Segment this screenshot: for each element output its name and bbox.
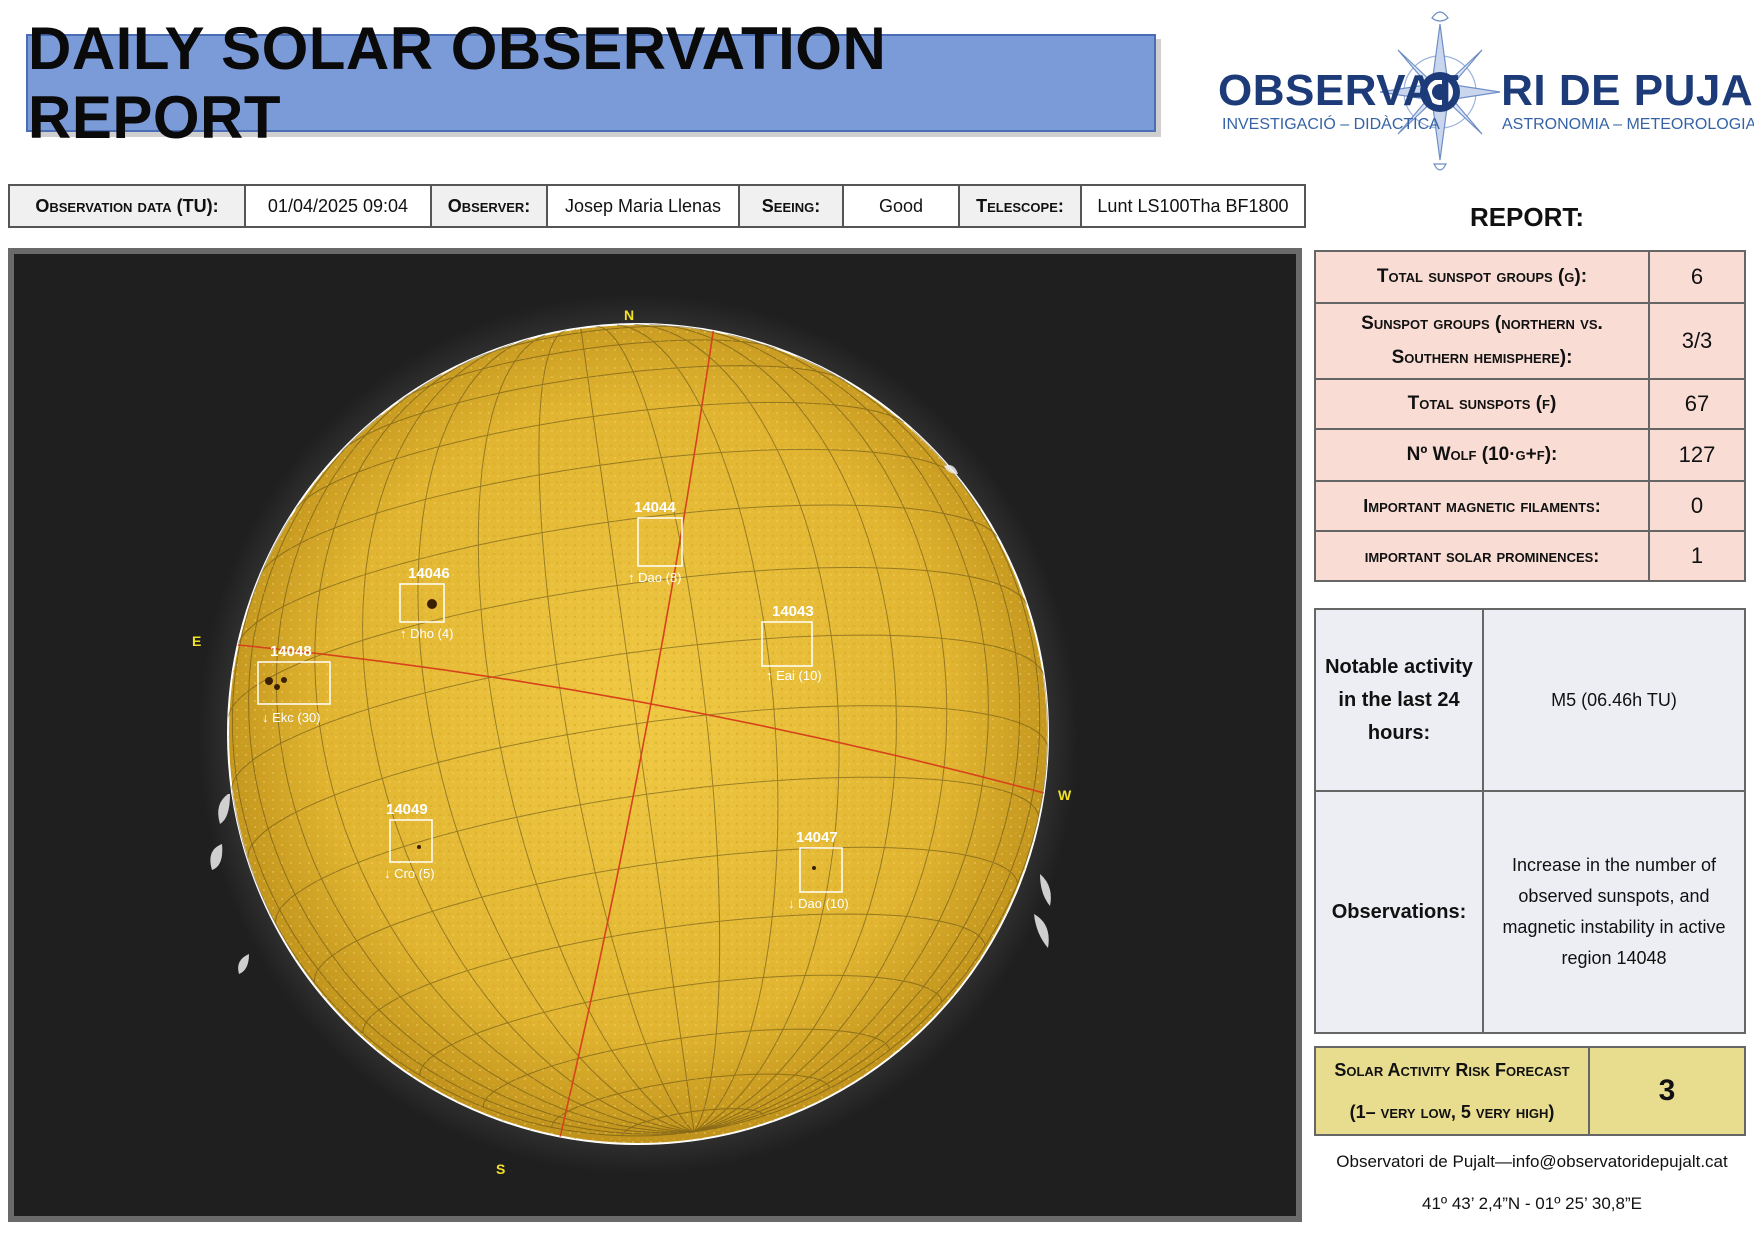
table-row: Notable activity in the last 24 hours: M… [1314, 608, 1746, 792]
title-banner: DAILY SOLAR OBSERVATION REPORT [26, 15, 1156, 151]
observations-table: Notable activity in the last 24 hours: M… [1314, 608, 1746, 1034]
risk-label-scale: (1– very low, 5 very high) [1349, 1102, 1555, 1122]
longitude-gridline [275, 373, 695, 1133]
table-row: Total sunspot groups (g): 6 [1314, 250, 1746, 304]
risk-value: 3 [1588, 1046, 1746, 1136]
footer-contact: Observatori de Pujalt—info@observatoride… [1336, 1152, 1728, 1171]
longitude-gridline [694, 676, 1048, 1133]
report-label: Sunspot groups (northern vs. Southern he… [1314, 302, 1650, 380]
risk-label: Solar Activity Risk Forecast (1– very lo… [1314, 1046, 1590, 1136]
region-number: 14049 [386, 801, 428, 818]
longitude-gridline [477, 334, 695, 1133]
logo-subtitle: INVESTIGACIÓ – DIDÀCTICA ASTRONOMIA – ME… [1222, 116, 1754, 133]
solar-image: 14046 14044 14043 14048 14049 14047 ↑ Dh… [14, 254, 1296, 1216]
longitude-gridline [231, 791, 695, 1137]
activity-value: M5 (06.46h TU) [1482, 608, 1746, 792]
region-classification: ↓ Ekc (30) [262, 710, 321, 725]
table-row: Observations: Increase in the number of … [1314, 790, 1746, 1034]
report-value: 6 [1648, 250, 1746, 304]
report-label: Important magnetic filaments: [1314, 480, 1650, 532]
date-value: 01/04/2025 09:04 [244, 184, 432, 228]
cardinal-south: S [496, 1161, 505, 1177]
risk-label-title: Solar Activity Risk Forecast [1334, 1060, 1570, 1080]
solar-image-panel: 14046 14044 14043 14048 14049 14047 ↑ Dh… [8, 248, 1302, 1222]
region-classification: ↓ Cro (5) [384, 866, 435, 881]
seeing-label: Seeing: [738, 184, 844, 228]
region-number: 14048 [270, 643, 312, 660]
table-row: important solar prominences: 1 [1314, 530, 1746, 582]
report-label: Total sunspots (f) [1314, 378, 1650, 430]
table-row: Total sunspots (f) 67 [1314, 378, 1746, 430]
table-row: Solar Activity Risk Forecast (1– very lo… [1314, 1046, 1746, 1136]
observations-label: Observations: [1314, 790, 1484, 1034]
region-classification: ↑ Dao (8) [628, 570, 681, 585]
report-label: important solar prominences: [1314, 530, 1650, 582]
cardinal-east: E [192, 633, 201, 649]
report-value: 0 [1648, 480, 1746, 532]
longitude-gridline [362, 342, 695, 1133]
table-row: Nº Wolf (10·g+f): 127 [1314, 428, 1746, 482]
cardinal-north: N [624, 307, 634, 323]
table-row: Important magnetic filaments: 0 [1314, 480, 1746, 532]
region-number: 14044 [634, 499, 676, 516]
compass-star-icon [1379, 11, 1501, 171]
seeing-value: Good [842, 184, 960, 228]
telescope-value: Lunt LS100Tha BF1800 [1080, 184, 1306, 228]
report-label: Nº Wolf (10·g+f): [1314, 428, 1650, 482]
region-classification: ↑ Dho (4) [400, 626, 453, 641]
footer: Observatori de Pujalt—info@observatoride… [1312, 1152, 1752, 1236]
report-value: 127 [1648, 428, 1746, 482]
table-row: Sunspot groups (northern vs. Southern he… [1314, 302, 1746, 380]
longitude-gridline [678, 325, 948, 1133]
longitude-gridline [538, 329, 695, 1133]
longitude-gridline [633, 324, 840, 1133]
longitude-gridline [595, 325, 721, 1133]
longitude-gridline [417, 338, 695, 1133]
cardinal-west: W [1058, 787, 1072, 803]
central-meridian [558, 325, 715, 1143]
activity-label: Notable activity in the last 24 hours: [1314, 608, 1484, 792]
observations-value: Increase in the number of observed sunsp… [1482, 790, 1746, 1034]
region-number: 14043 [772, 603, 814, 620]
longitude-gridline [580, 327, 695, 1132]
date-label: Observation data (TU): [8, 184, 246, 228]
observation-info-bar: Observation data (TU): 01/04/2025 09:04 … [8, 184, 1306, 228]
longitude-gridline [694, 428, 1041, 1133]
footer-coordinates: 41º 43’ 2,4”N - 01º 25’ 30,8”E [1421, 1194, 1642, 1213]
longitude-gridline [231, 516, 695, 1135]
report-value: 1 [1648, 530, 1746, 582]
risk-forecast-table: Solar Activity Risk Forecast (1– very lo… [1314, 1046, 1746, 1136]
longitude-gridline [649, 324, 897, 1133]
sun-disk-graphic: 14046 14044 14043 14048 14049 14047 ↑ Dh… [192, 294, 1078, 1177]
longitude-gridline [314, 352, 695, 1133]
observer-value: Josep Maria Llenas [546, 184, 740, 228]
page-title: DAILY SOLAR OBSERVATION REPORT [28, 15, 887, 151]
report-value: 67 [1648, 378, 1746, 430]
longitude-gridline [693, 333, 989, 1133]
observer-label: Observer: [430, 184, 548, 228]
region-number: 14047 [796, 829, 838, 846]
report-value: 3/3 [1648, 302, 1746, 380]
report-table: Total sunspot groups (g): 6 Sunspot grou… [1314, 250, 1746, 582]
longitude-gridline [693, 355, 1021, 1133]
telescope-label: Telescope: [958, 184, 1082, 228]
region-classification: ↑ Eai (10) [766, 668, 822, 683]
region-number: 14046 [408, 565, 450, 582]
solar-equator [228, 643, 1048, 795]
longitude-gridline [248, 414, 695, 1134]
report-heading: REPORT: [1469, 202, 1585, 232]
report-label: Total sunspot groups (g): [1314, 250, 1650, 304]
longitude-gridline [616, 324, 779, 1133]
region-classification: ↓ Dao (10) [788, 896, 849, 911]
